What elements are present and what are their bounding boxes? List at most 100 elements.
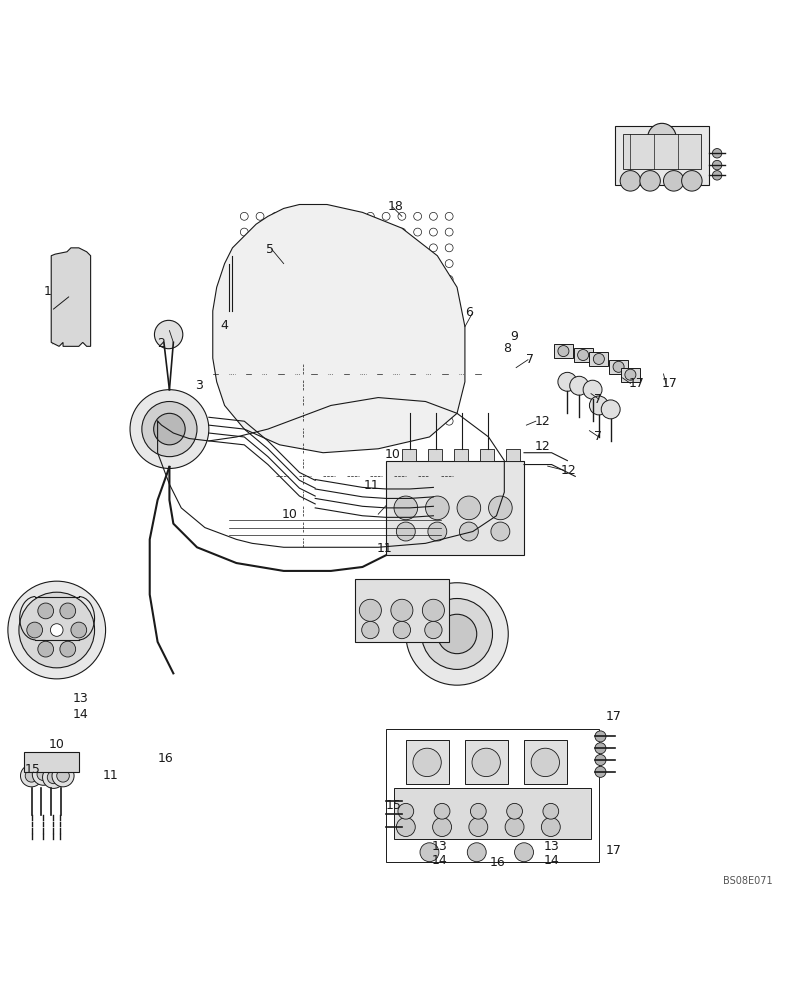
Circle shape	[570, 376, 589, 395]
Text: 14: 14	[432, 854, 448, 867]
Bar	[386, 461, 524, 555]
Text: 10: 10	[385, 448, 400, 461]
Text: 9: 9	[511, 330, 519, 343]
Circle shape	[712, 171, 722, 180]
Circle shape	[595, 731, 606, 742]
Circle shape	[558, 372, 577, 391]
Circle shape	[589, 396, 608, 415]
Text: 16: 16	[490, 856, 506, 869]
Bar	[480, 449, 494, 461]
Text: 10: 10	[282, 508, 298, 521]
Bar	[589, 352, 608, 366]
Text: 7: 7	[594, 393, 602, 406]
Circle shape	[543, 803, 559, 819]
Circle shape	[27, 622, 43, 638]
Circle shape	[426, 496, 449, 520]
Text: 15: 15	[25, 763, 41, 776]
Circle shape	[8, 581, 106, 679]
Circle shape	[457, 496, 481, 520]
Circle shape	[437, 614, 477, 654]
Circle shape	[142, 401, 197, 457]
Text: 2: 2	[158, 337, 165, 350]
Circle shape	[32, 763, 54, 785]
Text: 17: 17	[662, 377, 678, 390]
Text: 8: 8	[503, 342, 511, 355]
Circle shape	[52, 765, 74, 787]
Circle shape	[50, 624, 63, 636]
Text: 6: 6	[465, 306, 473, 319]
Circle shape	[601, 400, 620, 419]
Circle shape	[38, 641, 54, 657]
Text: 17: 17	[605, 710, 621, 723]
Bar	[386, 729, 599, 862]
Circle shape	[154, 413, 185, 445]
Circle shape	[470, 803, 486, 819]
Circle shape	[413, 748, 441, 777]
Circle shape	[640, 171, 660, 191]
Circle shape	[595, 755, 606, 766]
Circle shape	[469, 818, 488, 836]
Text: 3: 3	[195, 379, 203, 392]
Circle shape	[593, 353, 604, 364]
Circle shape	[60, 603, 76, 619]
Circle shape	[459, 522, 478, 541]
Polygon shape	[213, 205, 465, 453]
Circle shape	[71, 622, 87, 638]
Circle shape	[394, 496, 418, 520]
Circle shape	[433, 818, 452, 836]
Circle shape	[425, 621, 442, 639]
Text: BS08E071: BS08E071	[723, 876, 772, 886]
Circle shape	[467, 843, 486, 862]
Circle shape	[25, 769, 38, 782]
Circle shape	[38, 603, 54, 619]
Text: 12: 12	[534, 440, 550, 453]
Text: 11: 11	[364, 479, 380, 492]
Circle shape	[57, 769, 69, 782]
Circle shape	[130, 390, 209, 468]
Text: 13: 13	[432, 840, 448, 853]
Bar	[428, 449, 442, 461]
Circle shape	[558, 346, 569, 357]
Circle shape	[489, 496, 512, 520]
Circle shape	[398, 803, 414, 819]
Text: 5: 5	[266, 243, 274, 256]
Bar	[524, 740, 567, 784]
Text: 12: 12	[534, 415, 550, 428]
Text: 14: 14	[72, 708, 88, 721]
Circle shape	[663, 171, 684, 191]
Text: 10: 10	[49, 738, 65, 751]
Bar	[355, 579, 449, 642]
Circle shape	[434, 803, 450, 819]
Bar	[506, 449, 520, 461]
Bar	[621, 368, 640, 382]
Text: 13: 13	[72, 692, 88, 705]
Circle shape	[595, 766, 606, 777]
Circle shape	[620, 171, 641, 191]
Bar	[454, 449, 468, 461]
Text: 7: 7	[594, 430, 602, 443]
Circle shape	[541, 818, 560, 836]
Text: 14: 14	[544, 854, 559, 867]
Text: 12: 12	[561, 464, 577, 477]
Bar	[465, 740, 508, 784]
Circle shape	[47, 771, 60, 784]
Circle shape	[406, 583, 508, 685]
Bar	[402, 449, 416, 461]
Circle shape	[396, 818, 415, 836]
Circle shape	[362, 621, 379, 639]
Circle shape	[578, 349, 589, 361]
Circle shape	[648, 123, 676, 152]
Circle shape	[65, 274, 76, 285]
Circle shape	[37, 768, 50, 781]
Bar	[24, 752, 79, 772]
Circle shape	[507, 803, 522, 819]
Bar	[609, 360, 628, 374]
Circle shape	[65, 321, 76, 332]
Circle shape	[154, 320, 183, 349]
Text: 15: 15	[386, 799, 402, 812]
Circle shape	[393, 621, 411, 639]
Bar	[406, 740, 449, 784]
Circle shape	[396, 522, 415, 541]
Circle shape	[491, 522, 510, 541]
Circle shape	[20, 765, 43, 787]
